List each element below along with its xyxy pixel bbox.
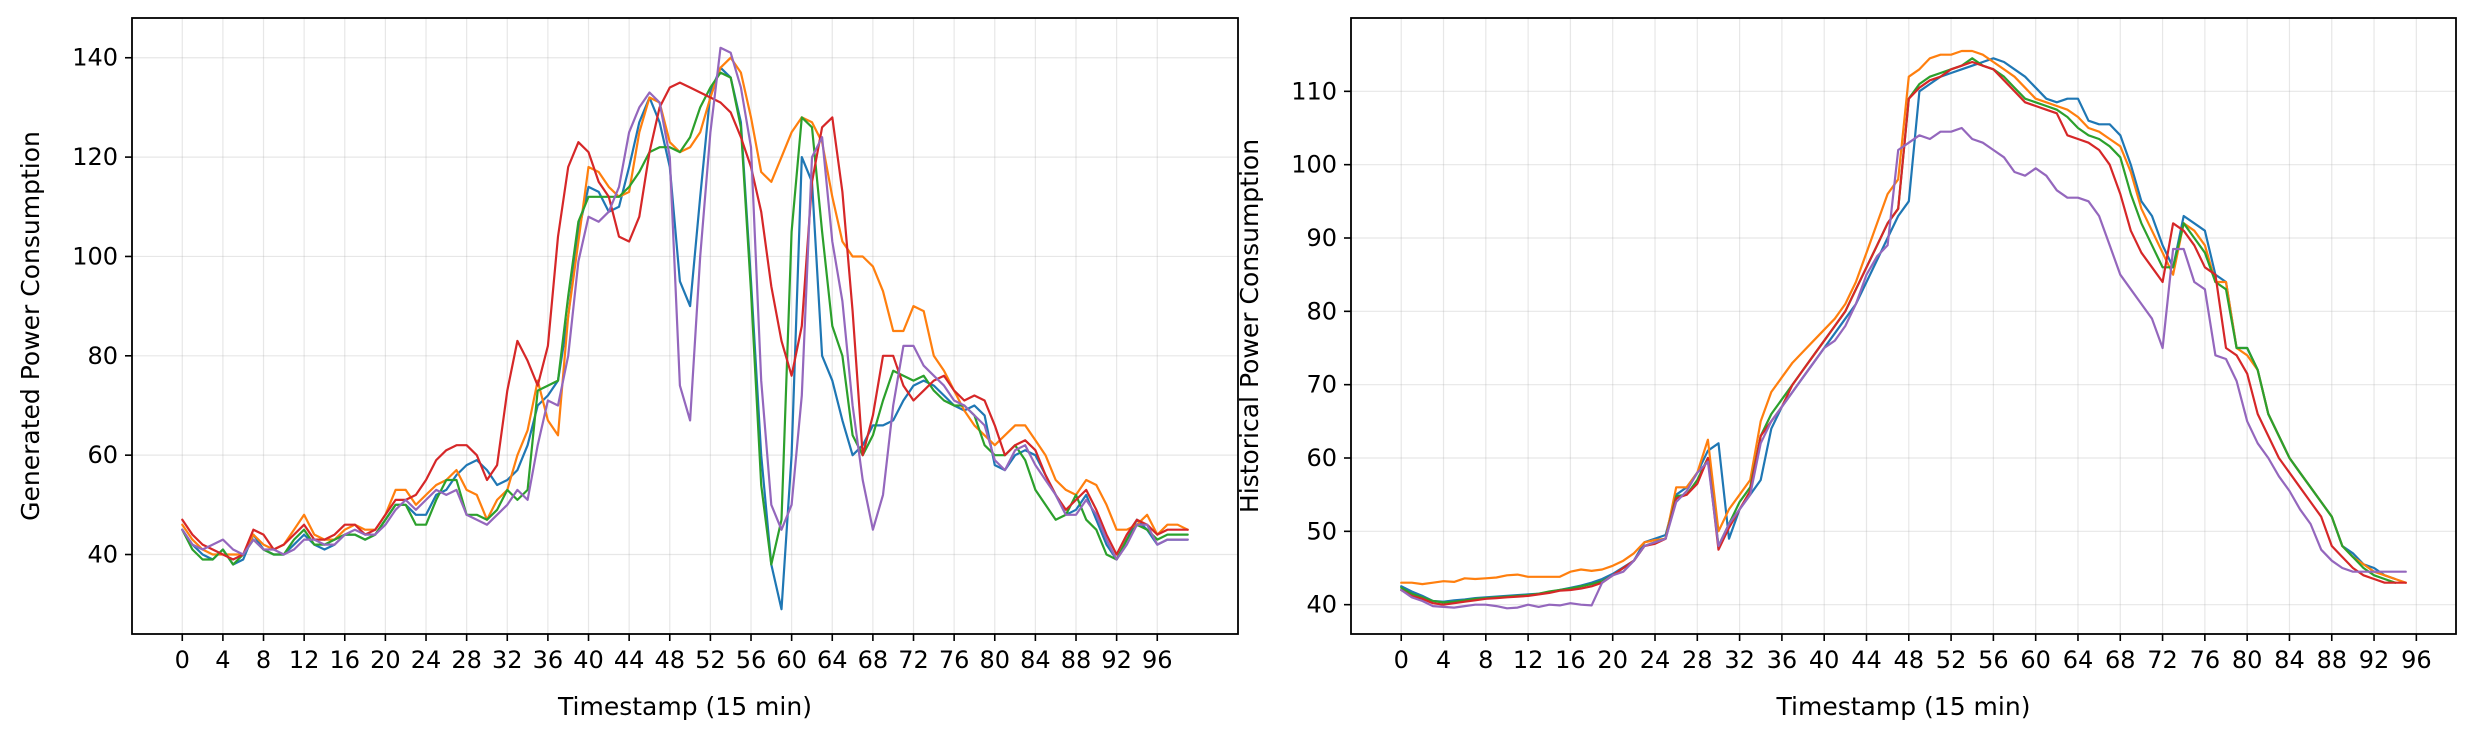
x-tick-label: 0 — [175, 646, 190, 674]
y-axis-label: Historical Power Consumption — [1235, 139, 1264, 513]
x-tick-label: 68 — [858, 646, 889, 674]
x-tick-label: 80 — [979, 646, 1010, 674]
x-tick-label: 48 — [654, 646, 685, 674]
y-tick-label: 110 — [1291, 77, 1337, 105]
series-line-5 — [181, 46, 1189, 561]
plot-frame — [1350, 17, 2457, 635]
x-tick-label: 44 — [614, 646, 645, 674]
x-tick-label: 92 — [1101, 646, 1132, 674]
x-tick-label: 48 — [1894, 646, 1925, 674]
x-tick-label: 56 — [1978, 646, 2009, 674]
x-tick-label: 56 — [736, 646, 767, 674]
y-tick-label: 100 — [72, 242, 118, 270]
x-tick-label: 80 — [2232, 646, 2263, 674]
x-axis-label: Timestamp (15 min) — [557, 692, 812, 721]
x-tick-label: 20 — [1597, 646, 1628, 674]
plot-frame — [131, 17, 1239, 635]
series-line-2 — [181, 56, 1189, 556]
x-tick-label: 84 — [1020, 646, 1051, 674]
series-line-4 — [1400, 60, 2407, 606]
chart-historical: 0 4 8 12 16 20 24 28 32 36 40 44 48 52 56 60 64 68 72 76 80 8… — [1235, 17, 2457, 721]
x-tick-label: 96 — [2401, 646, 2432, 674]
series-line-4 — [181, 81, 1189, 561]
series-group — [181, 46, 1189, 611]
x-tick-label: 72 — [898, 646, 929, 674]
series-line-5 — [1400, 126, 2407, 610]
grid-lines — [1351, 18, 2456, 634]
y-tick-label: 60 — [87, 441, 118, 469]
x-tick-label: 52 — [695, 646, 726, 674]
series-group — [1400, 49, 2407, 610]
y-tick-label: 100 — [1291, 151, 1337, 179]
x-ticks: 0 4 8 12 16 20 24 28 32 36 40 44 48 52 56 60 64 68 72 76 80 8… — [175, 634, 1173, 674]
x-tick-label: 64 — [817, 646, 848, 674]
series-line-2 — [1400, 49, 2407, 586]
chart-generated: 0 4 8 12 16 20 24 28 32 36 40 44 48 52 56 60 64 68 72 76 80 8… — [16, 17, 1239, 721]
x-tick-label: 36 — [533, 646, 564, 674]
y-tick-label: 80 — [1306, 297, 1337, 325]
x-tick-label: 16 — [1555, 646, 1586, 674]
x-tick-label: 92 — [2359, 646, 2390, 674]
x-tick-label: 60 — [2020, 646, 2051, 674]
x-tick-label: 72 — [2147, 646, 2178, 674]
x-tick-label: 64 — [2063, 646, 2094, 674]
series-line-1 — [1400, 57, 2397, 603]
x-tick-label: 20 — [370, 646, 401, 674]
y-tick-label: 70 — [1306, 371, 1337, 399]
x-tick-label: 60 — [776, 646, 807, 674]
series-line-3 — [1400, 57, 2397, 604]
x-tick-label: 52 — [1936, 646, 1967, 674]
x-axis-label: Timestamp (15 min) — [1776, 692, 2031, 721]
x-tick-label: 40 — [573, 646, 604, 674]
y-tick-label: 140 — [72, 44, 118, 72]
x-tick-label: 88 — [2316, 646, 2347, 674]
y-tick-label: 80 — [87, 342, 118, 370]
x-tick-label: 16 — [329, 646, 360, 674]
grid-lines — [132, 18, 1238, 634]
x-tick-label: 32 — [492, 646, 523, 674]
x-tick-label: 0 — [1394, 646, 1409, 674]
series-line-3 — [181, 71, 1189, 566]
x-tick-label: 84 — [2274, 646, 2305, 674]
y-ticks: 40 50 60 70 80 90 100 110 — [1291, 77, 1351, 619]
x-tick-label: 12 — [289, 646, 320, 674]
x-tick-label: 88 — [1061, 646, 1092, 674]
y-tick-label: 90 — [1306, 224, 1337, 252]
y-ticks: 40 60 80 100 120 140 — [72, 44, 132, 569]
x-tick-label: 76 — [939, 646, 970, 674]
x-tick-label: 76 — [2190, 646, 2221, 674]
x-tick-label: 68 — [2105, 646, 2136, 674]
y-tick-label: 40 — [87, 541, 118, 569]
x-tick-label: 4 — [215, 646, 230, 674]
x-ticks: 0 4 8 12 16 20 24 28 32 36 40 44 48 52 56 60 64 68 72 76 80 8… — [1394, 634, 2432, 674]
x-tick-label: 96 — [1142, 646, 1173, 674]
x-tick-label: 12 — [1513, 646, 1544, 674]
x-tick-label: 36 — [1767, 646, 1798, 674]
x-tick-label: 28 — [1682, 646, 1713, 674]
x-tick-label: 32 — [1724, 646, 1755, 674]
x-tick-label: 28 — [451, 646, 482, 674]
x-tick-label: 4 — [1436, 646, 1451, 674]
x-tick-label: 24 — [411, 646, 442, 674]
x-tick-label: 8 — [1478, 646, 1493, 674]
y-axis-label: Generated Power Consumption — [16, 131, 45, 521]
y-tick-label: 120 — [72, 143, 118, 171]
x-tick-label: 40 — [1809, 646, 1840, 674]
x-tick-label: 8 — [256, 646, 271, 674]
x-tick-label: 24 — [1640, 646, 1671, 674]
y-tick-label: 50 — [1306, 517, 1337, 545]
y-tick-label: 60 — [1306, 444, 1337, 472]
y-tick-label: 40 — [1306, 591, 1337, 619]
x-tick-label: 44 — [1851, 646, 1882, 674]
